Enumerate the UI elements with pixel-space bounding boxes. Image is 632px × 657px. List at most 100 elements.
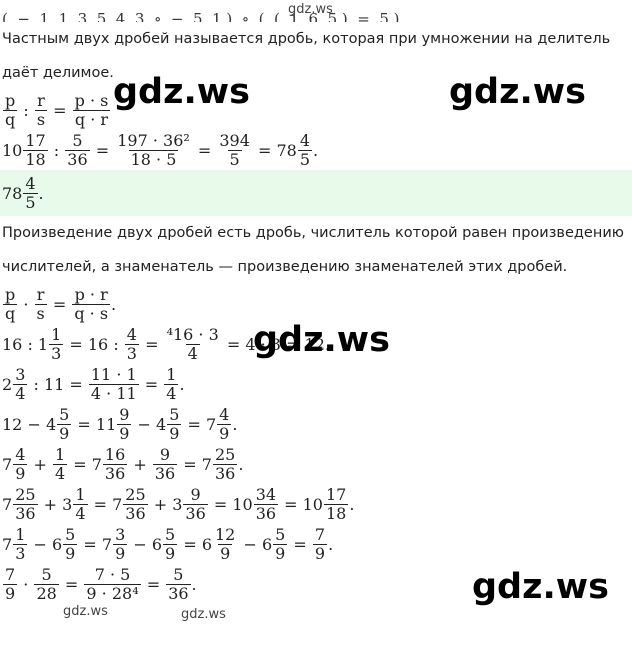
denominator: 36	[166, 583, 191, 603]
denominator: 5	[23, 192, 38, 212]
denominator: 9	[163, 543, 178, 563]
math-text: .	[179, 374, 185, 394]
fraction: 5 36	[65, 131, 90, 169]
numerator: 11 · 1	[90, 364, 137, 384]
whole-part: 7	[112, 494, 123, 514]
math-text: 12 −	[2, 414, 46, 434]
fraction: 12 9	[213, 525, 237, 563]
numerator: p · r	[74, 284, 108, 304]
watermark: gdz.ws	[472, 567, 609, 607]
denominator: 9	[117, 423, 132, 443]
whole-part: 3	[172, 494, 183, 514]
whole-part: 7	[205, 414, 217, 434]
numerator: 1	[15, 524, 26, 544]
numerator: p	[5, 90, 16, 110]
fraction: 17 18	[323, 485, 349, 523]
fraction: 34 36	[253, 484, 279, 523]
fraction: 394 5	[217, 131, 252, 169]
numerator: 16	[104, 444, 126, 464]
whole-part: 2	[2, 374, 13, 394]
math-text: −	[128, 534, 152, 554]
whole-part: 7	[2, 494, 13, 514]
denominator: 36	[123, 503, 148, 523]
fraction: 16 36	[102, 444, 128, 483]
watermark: gdz.ws	[449, 72, 586, 112]
numerator: 3	[115, 524, 126, 544]
denominator: 36	[183, 503, 208, 523]
numerator: 1	[166, 364, 177, 384]
denominator: q · r	[72, 109, 111, 129]
math-text: =	[141, 574, 166, 594]
fraction: 9 36	[183, 485, 208, 523]
denominator: 9	[312, 543, 328, 563]
math-text: =	[252, 140, 277, 160]
denominator: 3	[124, 343, 139, 363]
math-text: =	[139, 334, 164, 354]
fraction: 197 · 36² 18 · 5	[115, 130, 192, 169]
denominator: 9	[218, 543, 233, 563]
math-text: −	[28, 534, 52, 554]
numerator: 7 · 5	[94, 564, 131, 584]
denominator: s	[34, 303, 47, 323]
math-text: : 11 =	[28, 374, 88, 394]
watermark: gdz.ws	[113, 72, 250, 112]
numerator: 1	[75, 484, 86, 504]
numerator: p	[5, 284, 16, 304]
numerator: 34	[255, 484, 277, 504]
numerator: 4	[126, 324, 137, 344]
math-text: +	[38, 494, 63, 514]
watermark: gdz.ws	[63, 604, 108, 619]
denominator: 18	[323, 503, 349, 523]
denominator: 36	[253, 503, 279, 523]
denominator: 4	[73, 503, 88, 523]
math-text: −	[238, 534, 262, 554]
numerator: ⁴16 · 3	[166, 324, 219, 344]
numerator: 5	[65, 524, 76, 544]
denominator: s	[34, 109, 48, 129]
watermark: gdz.ws	[181, 607, 226, 622]
whole-part: 4	[156, 414, 167, 434]
math-text: :	[48, 140, 65, 160]
math-text: +	[128, 454, 152, 474]
numerator: 197 · 36²	[117, 130, 190, 150]
numerator: 9	[119, 404, 130, 424]
numerator: r	[36, 284, 45, 304]
math-text: ·	[18, 574, 34, 594]
whole-part: 11	[95, 414, 117, 434]
whole-part: 10	[232, 494, 253, 514]
math-text: ·	[18, 294, 34, 314]
numerator: 5	[169, 404, 180, 424]
numerator: 17	[25, 130, 46, 150]
numerator: 5	[59, 404, 70, 424]
math-text: .	[111, 294, 117, 314]
denominator: 5	[297, 149, 313, 169]
numerator: 25	[214, 444, 236, 464]
whole-part: 78	[276, 140, 297, 160]
denominator: 4 · 11	[88, 383, 139, 403]
math-text: =	[139, 374, 164, 394]
formula: 10 17 18 : 5 36 = 197 · 36² 18 · 5 = 394 5 = …	[2, 130, 632, 170]
whole-part: 6	[51, 534, 63, 554]
watermark: gdz.ws	[253, 320, 390, 360]
denominator: q	[3, 109, 18, 129]
